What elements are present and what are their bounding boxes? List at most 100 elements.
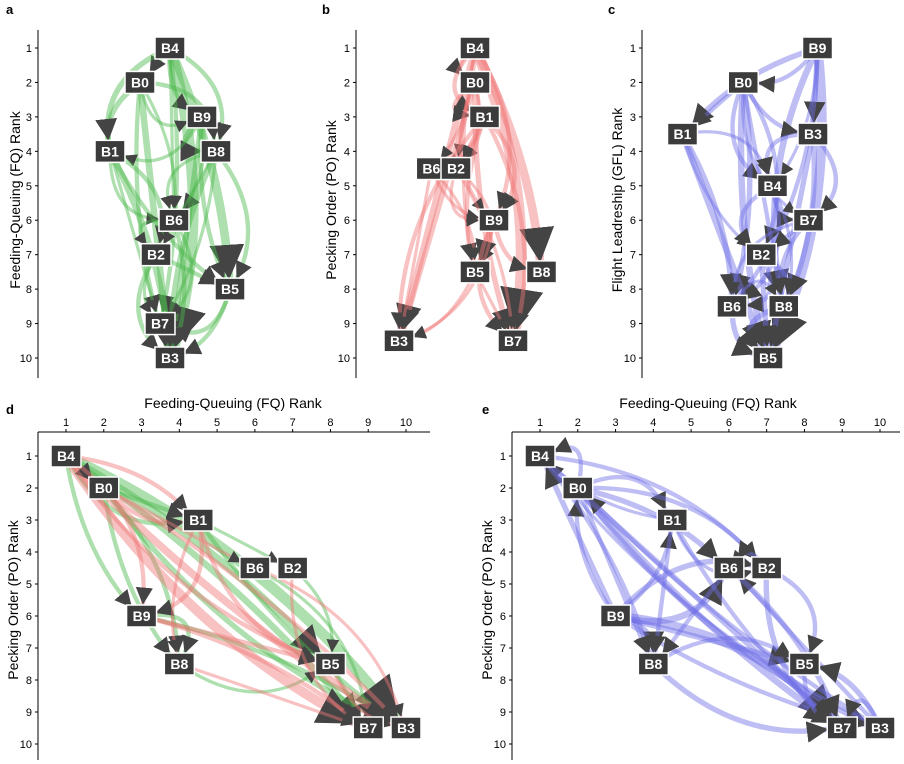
node-label: B5 bbox=[321, 656, 339, 672]
node-b9: B9 bbox=[186, 105, 218, 129]
node-b4: B4 bbox=[459, 36, 491, 60]
node-b8: B8 bbox=[525, 260, 558, 284]
y-tick-label: 8 bbox=[630, 284, 636, 296]
node-box bbox=[524, 444, 556, 468]
edge-b3-b6 bbox=[737, 575, 883, 731]
node-box bbox=[792, 208, 825, 232]
panel-d-nodes: B4 B0 B1 B6 B2 B9 B8 B5 B7 B3 bbox=[50, 444, 422, 740]
node-b2: B2 bbox=[750, 556, 783, 580]
node-box bbox=[125, 604, 158, 628]
node-label: B6 bbox=[723, 298, 741, 314]
node-box bbox=[768, 294, 800, 319]
node-label: B5 bbox=[759, 350, 777, 366]
node-label: B2 bbox=[447, 161, 465, 177]
node-label: B8 bbox=[170, 656, 188, 672]
x-tick-label: 10 bbox=[400, 417, 412, 429]
node-box bbox=[390, 716, 422, 740]
node-box bbox=[459, 260, 491, 284]
node-label: B5 bbox=[795, 656, 813, 672]
y-tick-label: 4 bbox=[26, 146, 32, 158]
node-label: B2 bbox=[147, 247, 165, 263]
panel-e-nodes: B4 B0 B1 B6 B2 B9 B8 B5 B7 B3 bbox=[524, 444, 896, 740]
node-b9: B9 bbox=[478, 208, 510, 232]
node-b8: B8 bbox=[768, 294, 800, 319]
node-label: B1 bbox=[476, 109, 494, 125]
node-label: B2 bbox=[752, 247, 770, 263]
x-tick-label: 5 bbox=[214, 417, 220, 429]
y-tick-label: 3 bbox=[630, 112, 636, 124]
y-tick-label: 5 bbox=[630, 181, 636, 193]
edge-b2-b3 bbox=[136, 252, 161, 352]
node-b7: B7 bbox=[497, 329, 529, 353]
y-tick-label: 3 bbox=[500, 515, 506, 527]
edge-b8-b7 bbox=[177, 662, 355, 727]
edge-b4-b2 bbox=[537, 453, 758, 561]
node-label: B9 bbox=[193, 109, 211, 125]
x-tick-label: 9 bbox=[839, 417, 845, 429]
x-tick-label: 6 bbox=[252, 417, 258, 429]
y-tick-label: 7 bbox=[500, 643, 506, 655]
y-tick-label: 1 bbox=[344, 43, 350, 55]
node-b0: B0 bbox=[459, 70, 491, 95]
node-label: B4 bbox=[466, 40, 484, 56]
panel-letter-c: c bbox=[608, 2, 615, 17]
y-tick-label: 4 bbox=[630, 146, 636, 158]
edge-b2-b7 bbox=[290, 566, 357, 723]
edge-b6-b3 bbox=[397, 166, 433, 330]
node-label: B8 bbox=[644, 656, 662, 672]
node-b3: B3 bbox=[383, 329, 415, 353]
edge-b1-b6 bbox=[679, 131, 742, 297]
edge-b6-b7 bbox=[170, 218, 194, 317]
x-tick-label: 2 bbox=[101, 417, 107, 429]
y-tick-label: 1 bbox=[630, 43, 636, 55]
edge-b1-b5 bbox=[460, 114, 487, 262]
edge-b1-b5 bbox=[196, 517, 318, 663]
node-box bbox=[478, 208, 510, 232]
node-label: B7 bbox=[833, 720, 851, 736]
edge-b4-b1 bbox=[63, 453, 190, 513]
node-b7: B7 bbox=[826, 716, 858, 740]
panel-b: Pecking Order (PO) Rank 1 2 3 4 5 6 7 8 9 10 B4 B0… bbox=[323, 30, 558, 378]
edge-b0-b3 bbox=[398, 79, 478, 332]
node-label: B9 bbox=[809, 40, 827, 56]
node-b6: B6 bbox=[415, 156, 448, 181]
node-label: B2 bbox=[284, 560, 302, 576]
node-b0: B0 bbox=[562, 476, 594, 500]
edge-b1-b7 bbox=[670, 517, 833, 722]
node-box bbox=[459, 70, 491, 95]
edge-b4-b9 bbox=[63, 453, 153, 606]
y-tick-label: 8 bbox=[344, 284, 350, 296]
node-box bbox=[468, 105, 501, 129]
edge-b8-b5 bbox=[177, 662, 319, 694]
y-tick-label: 4 bbox=[500, 547, 506, 559]
node-b4: B4 bbox=[756, 174, 789, 198]
node-b6: B6 bbox=[713, 556, 745, 580]
edge-b8-b7 bbox=[166, 149, 218, 315]
panel-a-ticks: 1 2 3 4 5 6 7 8 9 10 bbox=[20, 43, 38, 365]
node-box bbox=[599, 604, 632, 628]
node-b4: B4 bbox=[524, 444, 556, 468]
panel-d-x-title: Feeding-Queuing (FQ) Rank bbox=[144, 395, 322, 411]
panel-a: Feeding-Queuing (FQ) Rank 1 2 3 4 5 6 7 8 9 10 B4… bbox=[7, 30, 252, 378]
edge-b4-b9 bbox=[472, 45, 513, 211]
node-box bbox=[352, 716, 384, 740]
node-label: B0 bbox=[569, 480, 587, 496]
edge-b8-b5 bbox=[651, 635, 794, 667]
y-tick-label: 7 bbox=[344, 250, 350, 262]
panel-d-y-title: Pecking Order (PO) Rank bbox=[5, 519, 21, 679]
node-box bbox=[459, 36, 491, 60]
node-b3: B3 bbox=[390, 716, 422, 740]
node-b0: B0 bbox=[88, 476, 120, 500]
panel-letter-b: b bbox=[322, 2, 330, 17]
node-box bbox=[497, 329, 529, 353]
node-label: B3 bbox=[397, 720, 415, 736]
node-label: B6 bbox=[422, 161, 440, 177]
x-tick-label: 1 bbox=[63, 417, 69, 429]
node-box bbox=[864, 716, 896, 740]
y-tick-label: 9 bbox=[344, 319, 350, 331]
x-tick-label: 5 bbox=[688, 417, 694, 429]
edge-b8-b7 bbox=[650, 661, 830, 743]
node-b1: B1 bbox=[468, 105, 501, 129]
y-tick-label: 6 bbox=[630, 215, 636, 227]
edge-b8-b5 bbox=[213, 149, 252, 280]
